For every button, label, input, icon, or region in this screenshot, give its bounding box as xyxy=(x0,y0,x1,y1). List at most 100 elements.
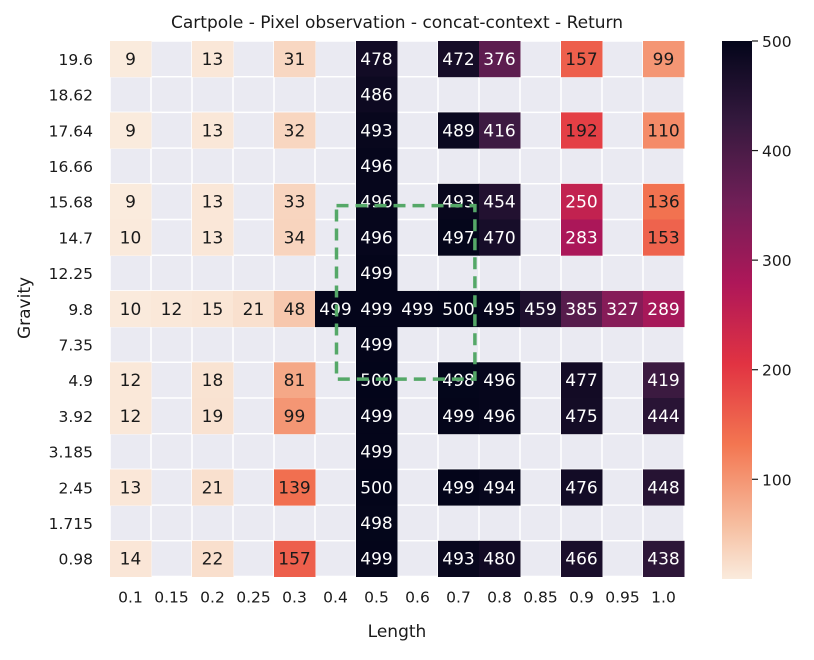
cell-value-label: 476 xyxy=(565,478,597,498)
heatmap-cell xyxy=(110,183,152,220)
heatmap-cell xyxy=(643,362,685,399)
cell-value-label: 9 xyxy=(125,50,136,70)
heatmap-cell xyxy=(438,112,480,149)
heatmap-cell xyxy=(356,219,398,256)
x-tick-label: 0.95 xyxy=(605,589,640,607)
y-tick-label: 0.98 xyxy=(58,551,93,569)
cell-value-label: 110 xyxy=(647,121,679,141)
cell-value-label: 499 xyxy=(360,264,392,284)
heatmap-cell xyxy=(397,290,439,328)
heatmap-cell xyxy=(110,219,152,256)
colorbar-tick-label: 400 xyxy=(762,143,792,161)
heatmap-cell xyxy=(110,398,152,435)
y-tick-label: 14.7 xyxy=(58,229,93,247)
highlight-box xyxy=(334,203,477,381)
cell-value-label: 498 xyxy=(360,514,392,534)
heatmap-cell xyxy=(110,290,152,328)
cell-value-label: 477 xyxy=(565,371,597,391)
cell-value-label: 499 xyxy=(360,407,392,427)
cell-value-label: 496 xyxy=(483,407,515,427)
cell-value-label: 496 xyxy=(360,193,392,213)
cell-value-label: 13 xyxy=(120,478,142,498)
heatmap-cell xyxy=(438,540,480,577)
x-tick-label: 0.2 xyxy=(200,589,225,607)
cell-value-label: 493 xyxy=(442,193,474,213)
cell-value-label: 157 xyxy=(278,550,310,570)
y-tick-label: 17.64 xyxy=(49,122,93,140)
x-tick-label: 0.9 xyxy=(569,589,594,607)
cell-value-label: 13 xyxy=(202,50,224,70)
heatmap-cell xyxy=(192,41,234,78)
y-tick-label: 12.25 xyxy=(49,265,93,283)
heatmap-cell xyxy=(192,112,234,149)
cell-value-label: 496 xyxy=(483,371,515,391)
cell-value-label: 438 xyxy=(647,550,679,570)
cell-value-label: 494 xyxy=(483,478,515,498)
y-tick-label: 3.185 xyxy=(49,444,93,462)
cell-value-label: 10 xyxy=(120,228,142,248)
cell-value-label: 153 xyxy=(647,228,679,248)
heatmap-cell xyxy=(274,398,316,435)
heatmap-cell xyxy=(356,183,398,220)
cell-value-label: 283 xyxy=(565,228,597,248)
cell-value-label: 13 xyxy=(202,228,224,248)
cell-value-label: 9 xyxy=(125,193,136,213)
cell-value-label: 448 xyxy=(647,478,679,498)
cell-value-label: 495 xyxy=(483,300,515,320)
colorbar-tick-label: 500 xyxy=(762,33,792,51)
heatmap-cell xyxy=(643,290,685,328)
x-tick-label: 0.5 xyxy=(364,589,389,607)
heatmap-cell xyxy=(479,112,521,149)
cell-value-label: 493 xyxy=(360,121,392,141)
y-tick-label: 3.92 xyxy=(58,408,93,426)
cell-value-label: 472 xyxy=(442,50,474,70)
cell-value-label: 15 xyxy=(202,300,224,320)
heatmap-cell xyxy=(602,290,644,328)
heatmap-cell xyxy=(438,469,480,506)
heatmap-cell xyxy=(356,433,398,470)
y-axis-ticks: 19.6 18.62 17.64 16.66 15.68 14.7 12.25 9.8 7.35… xyxy=(49,51,93,569)
heatmap-cell xyxy=(110,112,152,149)
cell-value-label: 21 xyxy=(202,478,224,498)
heatmap-cell xyxy=(561,112,603,149)
cell-value-label: 81 xyxy=(284,371,306,391)
cell-value-label: 500 xyxy=(360,371,392,391)
y-tick-label: 19.6 xyxy=(58,51,93,69)
heatmap-cell xyxy=(356,326,398,363)
cell-value-label: 157 xyxy=(565,50,597,70)
cell-value-label: 327 xyxy=(606,300,638,320)
cell-value-label: 419 xyxy=(647,371,679,391)
heatmap-cell xyxy=(274,183,316,220)
cell-value-label: 489 xyxy=(442,121,474,141)
x-tick-label: 0.7 xyxy=(446,589,471,607)
cell-value-label: 496 xyxy=(360,157,392,177)
cell-value-label: 454 xyxy=(483,193,515,213)
heatmap-cell xyxy=(192,219,234,256)
heatmap-cell xyxy=(356,398,398,435)
heatmap-cell xyxy=(643,469,685,506)
heatmap-cell xyxy=(356,469,398,506)
heatmap-cell xyxy=(643,112,685,149)
heatmap-cell xyxy=(561,398,603,435)
heatmap-cell xyxy=(233,290,275,328)
cell-value-label: 499 xyxy=(442,478,474,498)
cell-value-label: 136 xyxy=(647,193,679,213)
heatmap-cell xyxy=(356,112,398,149)
heatmap-cell xyxy=(192,398,234,435)
heatmap-cell xyxy=(479,362,521,399)
heatmap-cell xyxy=(438,219,480,256)
heatmap-cell xyxy=(479,290,521,328)
heatmap-cell xyxy=(151,290,193,328)
cell-value-label: 12 xyxy=(120,407,142,427)
heatmap-cell xyxy=(274,290,316,328)
x-tick-label: 1.0 xyxy=(651,589,676,607)
heatmap-cell xyxy=(356,148,398,185)
heatmap-cell xyxy=(274,362,316,399)
heatmap-cell xyxy=(643,41,685,78)
cell-value-label: 31 xyxy=(284,50,306,70)
cell-value-label: 376 xyxy=(483,50,515,70)
heatmap-cell xyxy=(479,183,521,220)
x-axis-label: Length xyxy=(368,622,427,642)
cell-value-label: 250 xyxy=(565,193,597,213)
